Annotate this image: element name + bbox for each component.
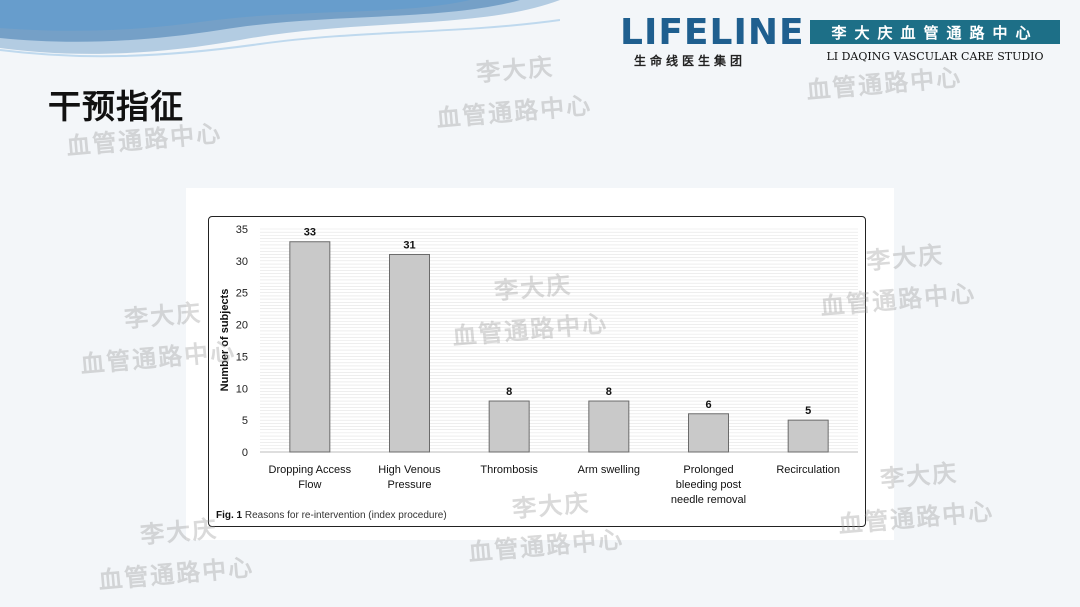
studio-logo-english: LI DAQING VASCULAR CARE STUDIO (826, 50, 1044, 63)
y-tick-label: 25 (236, 288, 248, 300)
bar (488, 400, 530, 453)
lifeline-logo: LIFELINE (620, 12, 805, 53)
y-tick-label: 20 (236, 320, 248, 332)
studio-logo: 李大庆血管通路中心 (810, 20, 1060, 44)
figure-caption: Fig. 1 Reasons for re-intervention (inde… (216, 510, 447, 521)
x-category-label: Dropping Access (269, 464, 352, 476)
y-axis-label: Number of subjects (219, 289, 231, 392)
y-tick-label: 10 (236, 383, 248, 395)
x-category-label: bleeding post (676, 479, 741, 491)
bar-data-label: 8 (506, 386, 512, 398)
lifeline-logo-subtitle: 生命线医生集团 (634, 54, 747, 68)
y-tick-label: 35 (236, 224, 248, 236)
x-category-label: Thrombosis (480, 464, 538, 476)
bar-data-label: 31 (403, 239, 415, 251)
x-category-label: Flow (298, 479, 321, 491)
x-category-label: Pressure (387, 479, 431, 491)
slide-title: 干预指征 (48, 87, 184, 126)
bar (688, 413, 729, 453)
bar (389, 253, 430, 453)
header-wave-decoration (0, 0, 560, 58)
bar (289, 241, 331, 453)
x-category-label: Arm swelling (578, 464, 640, 476)
bar (588, 400, 630, 453)
y-tick-label: 5 (242, 415, 248, 427)
x-category-label: Prolonged (683, 464, 733, 476)
bar (787, 419, 829, 453)
y-tick-label: 30 (236, 256, 248, 268)
x-category-label: needle removal (671, 494, 746, 506)
chart-frame (208, 216, 866, 527)
figure-caption-text: Reasons for re-intervention (index proce… (242, 510, 447, 521)
x-category-label: High Venous (378, 464, 441, 476)
y-tick-label: 15 (236, 351, 248, 363)
y-tick-label: 0 (242, 447, 248, 459)
bar-data-label: 6 (705, 399, 711, 411)
bar-data-label: 8 (606, 386, 612, 398)
bar-data-label: 5 (805, 405, 811, 417)
x-category-label: Recirculation (776, 464, 840, 476)
bar-data-label: 33 (304, 227, 316, 239)
figure-caption-label: Fig. 1 (216, 510, 243, 521)
